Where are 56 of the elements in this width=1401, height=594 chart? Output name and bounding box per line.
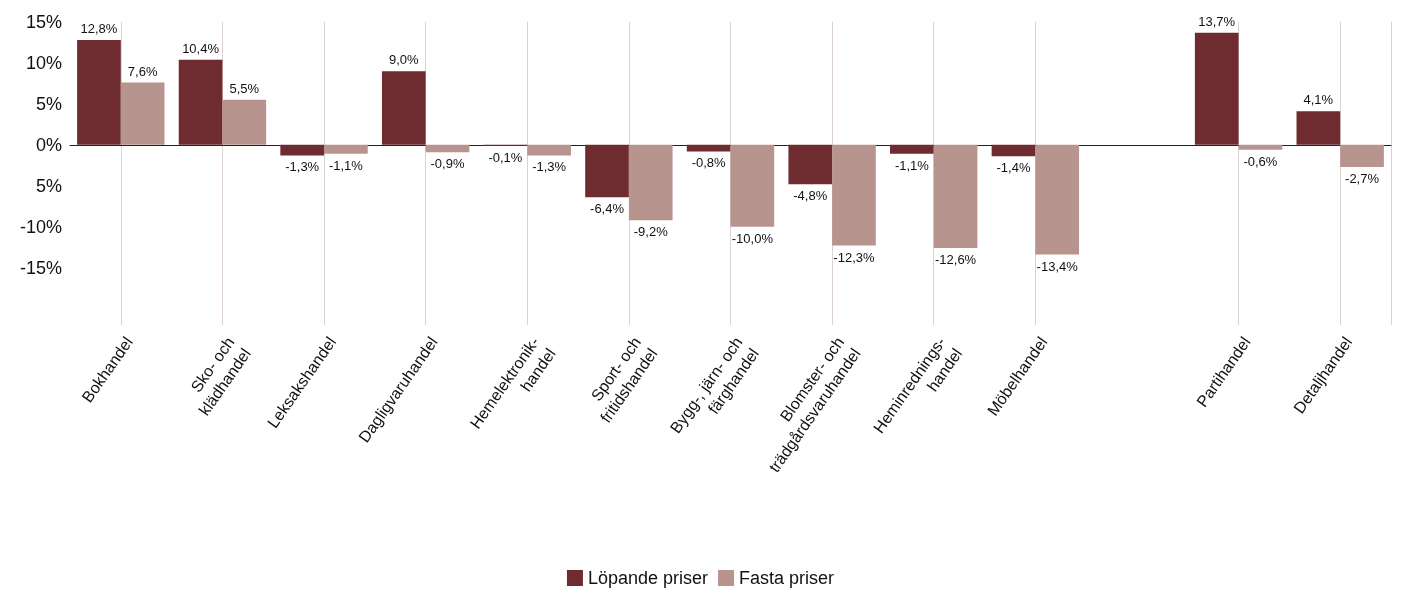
y-tick-label: 10%	[25, 52, 62, 73]
bar	[178, 59, 223, 145]
legend-label: Fasta priser	[739, 568, 835, 588]
bar	[1194, 32, 1239, 145]
data-label: -0,1%	[488, 149, 523, 165]
data-label: 12,8%	[80, 21, 118, 37]
data-label: -1,3%	[285, 159, 320, 175]
data-label: 4,1%	[1303, 92, 1334, 108]
bar	[585, 144, 629, 198]
data-label: -0,6%	[1243, 153, 1278, 169]
bar	[1296, 111, 1341, 145]
data-label: -4,8%	[793, 188, 828, 204]
data-label: -12,6%	[934, 252, 977, 268]
data-label: 7,6%	[127, 63, 158, 79]
legend-label: Löpande priser	[587, 568, 709, 588]
bar	[788, 144, 833, 185]
y-tick-label: 0%	[35, 134, 62, 155]
bar	[890, 144, 934, 154]
data-label: 9,0%	[388, 52, 420, 68]
bar	[991, 144, 1036, 157]
bar	[425, 144, 470, 153]
y-tick-label: 5%	[35, 93, 62, 114]
bar	[381, 71, 426, 145]
data-label: -1,1%	[328, 157, 364, 173]
bar	[1238, 144, 1283, 150]
data-label: -13,4%	[1036, 258, 1079, 274]
data-label: -6,4%	[590, 201, 625, 217]
data-label: 10,4%	[182, 40, 220, 56]
bar	[222, 99, 267, 145]
data-label: -12,3%	[833, 249, 875, 265]
data-label: -2,7%	[1345, 170, 1380, 186]
bar	[77, 40, 121, 145]
data-label: -9,2%	[633, 224, 669, 240]
y-tick-label: 5%	[35, 175, 62, 196]
data-label: 13,7%	[1198, 13, 1236, 29]
bar	[933, 144, 978, 249]
y-tick-label: 15%	[25, 12, 62, 32]
data-label: -0,8%	[691, 155, 727, 171]
data-label: -10,0%	[731, 230, 774, 246]
data-label: -1,4%	[996, 160, 1031, 176]
bar	[832, 144, 876, 246]
bar	[628, 144, 673, 221]
bar	[120, 82, 165, 145]
data-label: 5,5%	[229, 80, 260, 96]
bar	[280, 144, 325, 156]
bar	[527, 144, 571, 156]
y-tick-label: -10%	[19, 216, 62, 237]
bar	[730, 144, 775, 227]
bar	[686, 144, 731, 152]
data-label: -1,3%	[532, 159, 567, 175]
bar	[1035, 144, 1080, 255]
data-label: -0,9%	[430, 156, 465, 172]
y-tick-label: -15%	[19, 257, 62, 278]
data-label: -1,1%	[894, 157, 930, 173]
bar	[324, 144, 368, 154]
bar	[1340, 144, 1384, 167]
